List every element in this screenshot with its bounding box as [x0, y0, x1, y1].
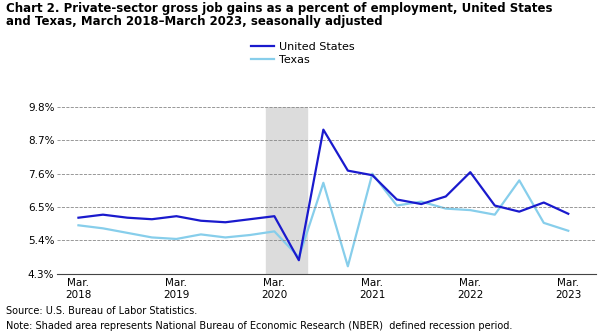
Legend: United States, Texas: United States, Texas: [251, 42, 355, 65]
Text: Note: Shaded area represents National Bureau of Economic Research (NBER)  define: Note: Shaded area represents National Bu…: [6, 321, 512, 331]
Text: Source: U.S. Bureau of Labor Statistics.: Source: U.S. Bureau of Labor Statistics.: [6, 306, 197, 316]
Text: Chart 2. Private-sector gross job gains as a percent of employment, United State: Chart 2. Private-sector gross job gains …: [6, 2, 553, 15]
Bar: [266, 107, 307, 274]
Text: and Texas, March 2018–March 2023, seasonally adjusted: and Texas, March 2018–March 2023, season…: [6, 15, 383, 28]
